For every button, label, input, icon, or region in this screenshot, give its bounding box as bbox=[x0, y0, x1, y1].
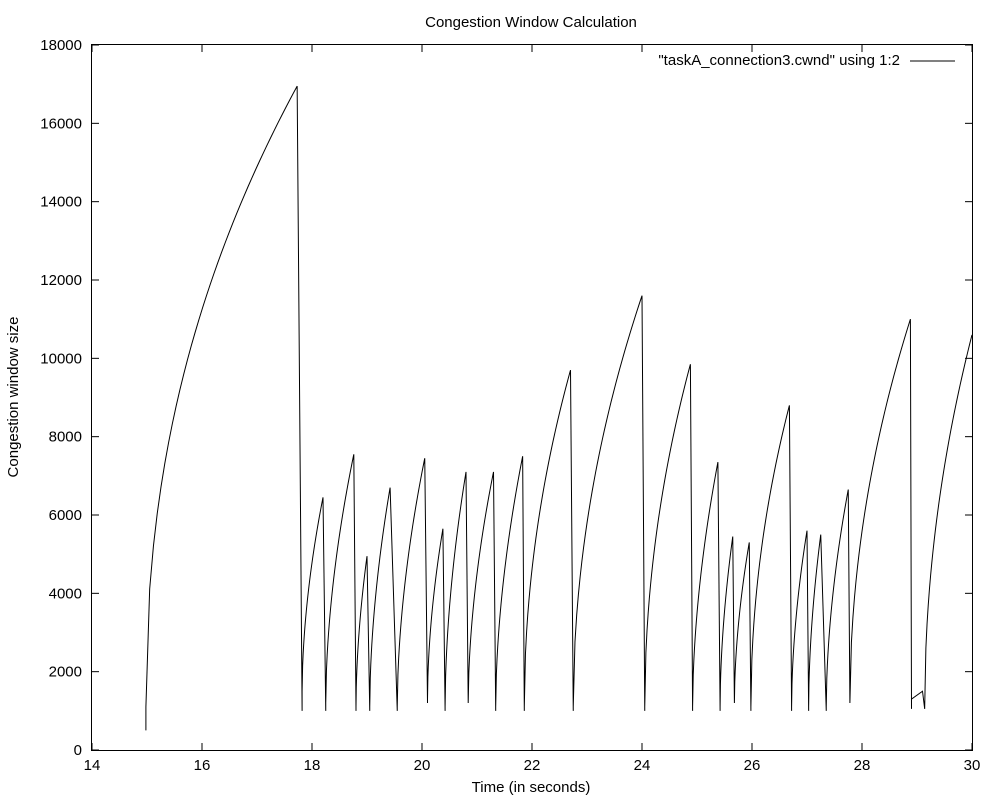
x-tick-label: 18 bbox=[304, 757, 321, 774]
legend-label: "taskA_connection3.cwnd" using 1:2 bbox=[658, 52, 900, 69]
y-axis-ticks: 0 2000 4000 6000 8000 10000 12000 14000 16000 180… bbox=[40, 37, 972, 759]
plot-frame bbox=[91, 44, 973, 751]
y-tick-label: 14000 bbox=[40, 194, 82, 211]
cwnd-series-line bbox=[145, 85, 973, 731]
x-tick-label: 24 bbox=[634, 757, 651, 774]
x-axis-ticks: 14 16 18 20 22 24 26 28 30 bbox=[84, 45, 981, 774]
y-tick-label: 10000 bbox=[40, 350, 82, 367]
x-tick-label: 28 bbox=[854, 757, 871, 774]
x-tick-label: 14 bbox=[84, 757, 101, 774]
x-tick-label: 26 bbox=[744, 757, 761, 774]
y-tick-label: 4000 bbox=[49, 585, 82, 602]
y-tick-label: 12000 bbox=[40, 272, 82, 289]
x-tick-label: 16 bbox=[194, 757, 211, 774]
legend: "taskA_connection3.cwnd" using 1:2 bbox=[658, 52, 955, 69]
x-tick-label: 30 bbox=[964, 757, 981, 774]
y-tick-label: 16000 bbox=[40, 115, 82, 132]
y-tick-label: 18000 bbox=[40, 37, 82, 54]
y-tick-label: 2000 bbox=[49, 664, 82, 681]
y-tick-label: 8000 bbox=[49, 429, 82, 446]
chart-title: Congestion Window Calculation bbox=[425, 14, 637, 31]
y-tick-label: 6000 bbox=[49, 507, 82, 524]
x-tick-label: 22 bbox=[524, 757, 541, 774]
y-tick-label: 0 bbox=[74, 742, 82, 759]
x-axis-label: Time (in seconds) bbox=[472, 779, 591, 796]
x-tick-label: 20 bbox=[414, 757, 431, 774]
y-axis-label: Congestion window size bbox=[5, 317, 22, 478]
